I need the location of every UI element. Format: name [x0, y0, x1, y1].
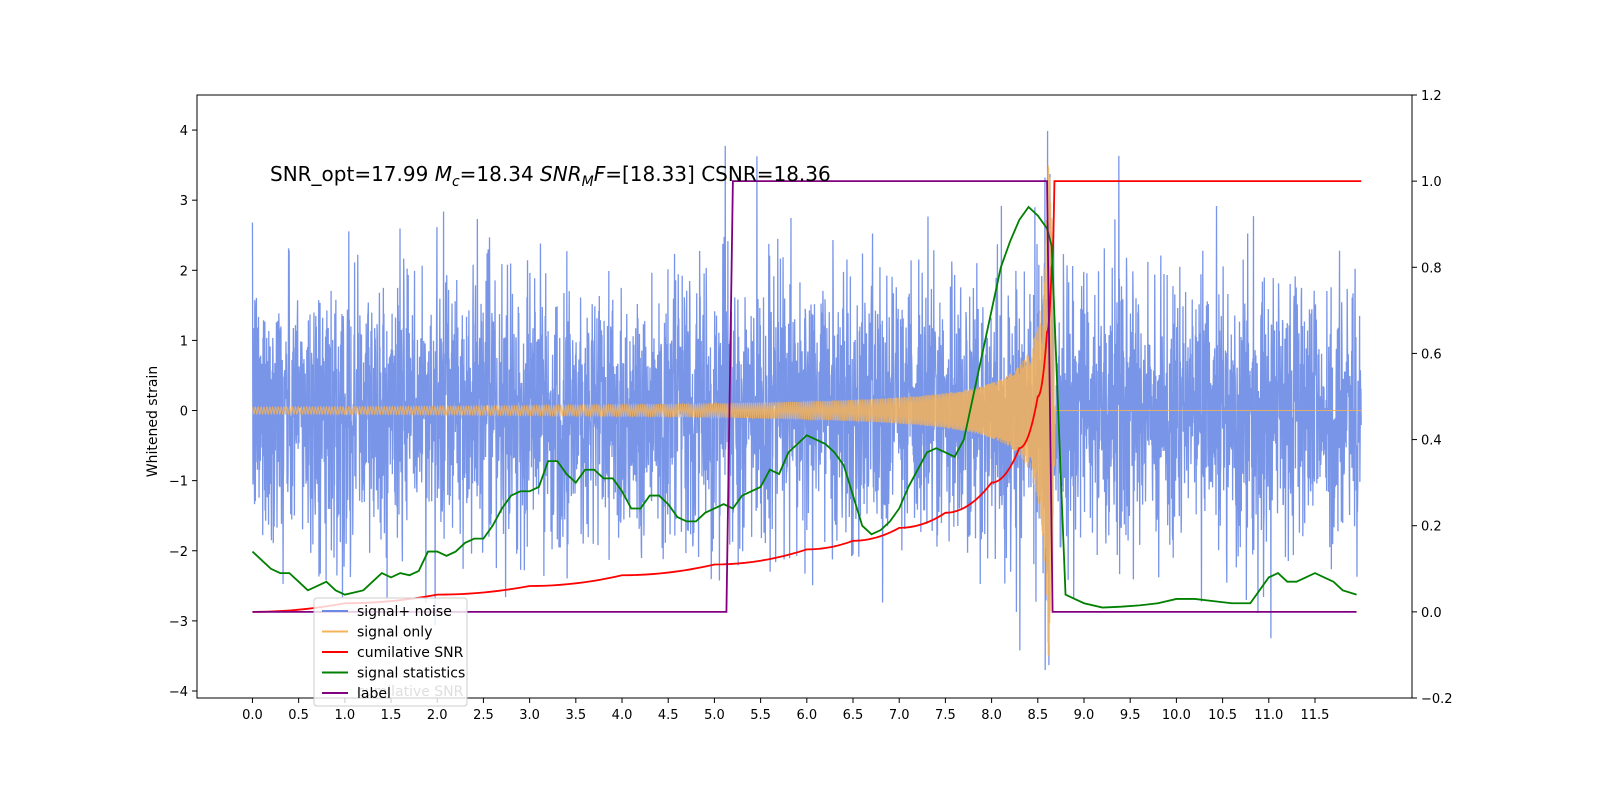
y-tick-label: −3 [169, 615, 188, 630]
plot-area [251, 131, 1362, 670]
x-tick-label: 10.5 [1208, 708, 1237, 723]
legend-ghost-text: cumilative SNR [357, 684, 464, 700]
series-signal-plus-noise [251, 131, 1362, 670]
legend-entry: signal statistics [357, 666, 465, 682]
y-axis-right: −0.2 0.0 0.2 0.4 0.6 0.8 1.0 1.2 [1412, 89, 1453, 707]
x-axis: 0.0 0.5 1.0 1.5 2.0 2.5 3.0 3.5 4.0 4.5 5.0 5.5 6.0 6… [242, 698, 1329, 723]
legend-entry: signal+ noise [357, 604, 452, 620]
y-axis-label: Whitened strain [145, 366, 161, 477]
x-tick-label: 6.0 [796, 708, 817, 723]
y2-tick-label: 0.0 [1421, 606, 1442, 621]
x-tick-label: 11.0 [1254, 708, 1283, 723]
x-tick-label: 10.0 [1162, 708, 1191, 723]
x-tick-label: 0.5 [288, 708, 309, 723]
y-tick-label: 4 [180, 124, 188, 139]
y2-tick-label: 0.6 [1421, 347, 1442, 362]
y-tick-label: −1 [169, 475, 188, 490]
x-tick-label: 5.5 [750, 708, 771, 723]
annotation-snr-symbol: SNR [540, 162, 582, 186]
y-tick-label: 2 [180, 264, 188, 279]
x-tick-label: 11.5 [1301, 708, 1330, 723]
annotation-snr-f: F [594, 162, 606, 186]
annotation-snr-sub: M [582, 174, 594, 190]
x-tick-label: 9.0 [1074, 708, 1095, 723]
annotation-snr-value: =[18.33] CSNR=18.36 [605, 162, 831, 186]
x-tick-label: 4.0 [612, 708, 633, 723]
x-tick-label: 4.5 [658, 708, 679, 723]
annotation-mc-sub: c [452, 174, 460, 190]
x-tick-label: 3.0 [519, 708, 540, 723]
series-signal-only [252, 165, 1362, 656]
x-tick-label: 1.5 [381, 708, 402, 723]
series-signal-statistics [251, 205, 1357, 609]
annotation-prefix: SNR_opt=17.99 [270, 162, 435, 186]
x-tick-label: 8.5 [1027, 708, 1048, 723]
y-axis-left: −4 −3 −2 −1 0 1 2 3 4 [169, 124, 197, 700]
x-tick-label: 6.5 [843, 708, 864, 723]
legend: cumilative SNR signal+ noise signal only cu… [313, 597, 468, 707]
y2-tick-label: 0.2 [1421, 520, 1442, 535]
y-tick-label: 0 [180, 405, 188, 420]
y-tick-label: 1 [180, 334, 188, 349]
x-tick-label: 8.0 [981, 708, 1002, 723]
legend-entry: label [357, 686, 391, 702]
annotation-mc-value: =18.34 [460, 162, 540, 186]
x-tick-label: 7.0 [889, 708, 910, 723]
y2-tick-label: 0.8 [1421, 261, 1442, 276]
x-tick-label: 5.0 [704, 708, 725, 723]
legend-entry: signal only [357, 625, 432, 641]
series-label [252, 180, 1357, 613]
y2-tick-label: 0.4 [1421, 434, 1442, 449]
y-tick-label: 3 [180, 194, 188, 209]
x-tick-label: 0.0 [242, 708, 263, 723]
x-tick-label: 3.5 [565, 708, 586, 723]
plot-frame [196, 94, 1413, 699]
x-tick-label: 9.5 [1120, 708, 1141, 723]
x-tick-label: 1.0 [334, 708, 355, 723]
snr-annotation: SNR_opt=17.99 Mc=18.34 SNRMF=[18.33] CSN… [270, 162, 831, 190]
y-tick-label: −2 [169, 545, 188, 560]
y2-tick-label: −0.2 [1421, 692, 1453, 707]
y2-tick-label: 1.2 [1421, 89, 1442, 104]
y2-tick-label: 1.0 [1421, 175, 1442, 190]
x-tick-label: 7.5 [935, 708, 956, 723]
legend-box [313, 597, 468, 707]
legend-entry: cumilative SNR [357, 645, 464, 661]
annotation-mc-symbol: M [435, 162, 452, 186]
x-tick-label: 2.0 [427, 708, 448, 723]
x-tick-label: 2.5 [473, 708, 494, 723]
y-tick-label: −4 [169, 685, 188, 700]
